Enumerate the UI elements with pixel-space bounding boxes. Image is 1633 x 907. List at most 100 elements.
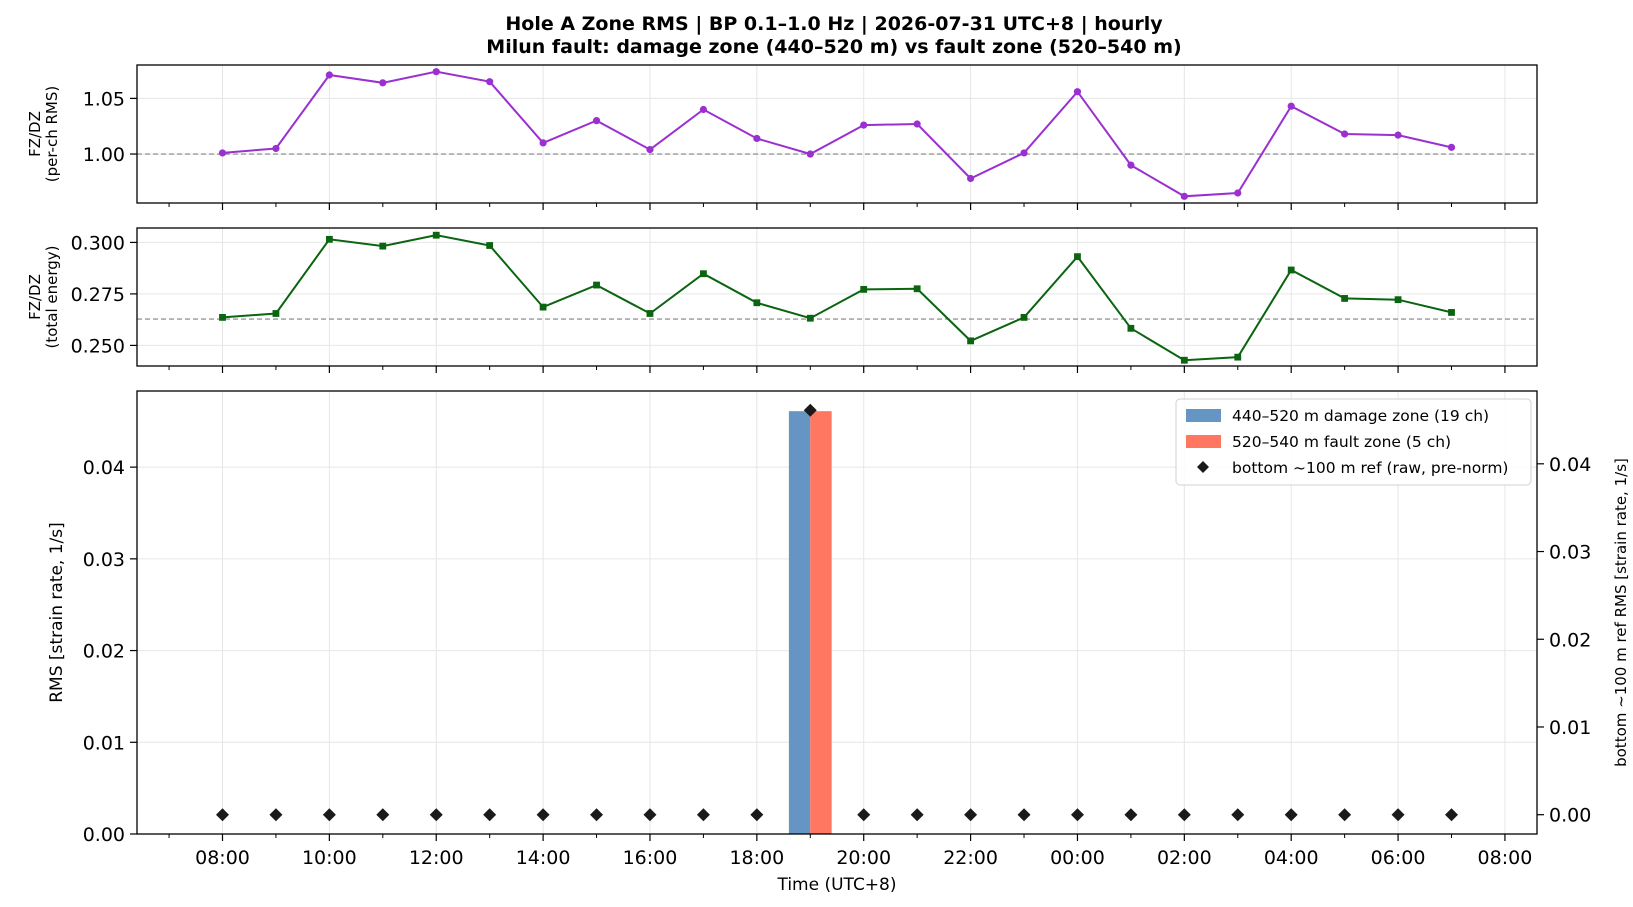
data-point: [806, 314, 814, 322]
y-axis-label: RMS [strain rate, 1/s]: [47, 522, 67, 703]
data-point: [539, 303, 547, 311]
data-point: [219, 313, 226, 321]
x-tick-label: 14:00: [516, 847, 571, 869]
ref-diamond-point: [1391, 808, 1405, 822]
data-point: [272, 310, 280, 317]
data-point: [1394, 131, 1402, 139]
data-point: [1234, 353, 1242, 361]
data-point: [379, 79, 387, 87]
ref-diamond-point: [1284, 808, 1298, 822]
y-tick-label: 0.03: [83, 549, 125, 571]
ref-diamond-point: [696, 808, 710, 822]
ratio-series-line: [222, 234, 1452, 362]
ref-diamond-point: [376, 808, 390, 822]
axes-frame: [136, 64, 1538, 204]
data-point: [1234, 189, 1242, 197]
x-tick-label: 02:00: [1157, 847, 1212, 869]
legend-entry-label: 520–540 m fault zone (5 ch): [1232, 433, 1451, 451]
y-tick-label: 0.300: [71, 232, 125, 254]
right-y-tick-label: 0.04: [1549, 454, 1591, 476]
ref-diamond-point: [215, 808, 229, 822]
data-point: [699, 105, 708, 114]
legend-marker: [1197, 461, 1209, 473]
data-point: [806, 150, 814, 158]
data-point: [432, 231, 440, 239]
right-y-tick-label: 0.01: [1549, 717, 1591, 739]
ref-diamond-point: [643, 808, 657, 822]
data-point: [913, 285, 921, 293]
x-tick-label: 06:00: [1371, 847, 1426, 869]
x-tick-label: 08:00: [195, 847, 250, 869]
bar: [810, 411, 832, 834]
ref-diamond-point: [750, 808, 764, 822]
data-point: [1394, 296, 1402, 304]
bar: [788, 411, 811, 834]
data-point: [1180, 192, 1188, 200]
data-point: [1127, 161, 1135, 169]
data-point: [1341, 295, 1349, 302]
x-tick-label: 12:00: [409, 847, 464, 869]
data-point: [860, 285, 868, 293]
ref-diamond-point: [429, 808, 443, 822]
data-point: [1073, 88, 1082, 96]
legend-swatch: [1186, 409, 1221, 422]
y-tick-label: 0.04: [83, 457, 125, 479]
data-point: [486, 78, 494, 86]
figure-title-line2: Milun fault: damage zone (440–520 m) vs …: [486, 36, 1181, 58]
y-tick-label: 1.05: [83, 88, 125, 110]
x-tick-label: 16:00: [623, 847, 678, 869]
y-tick-label: 0.02: [83, 641, 125, 663]
data-point: [646, 145, 654, 154]
data-point: [325, 235, 333, 243]
y-tick-label: 1.00: [83, 144, 125, 166]
data-point: [1287, 102, 1295, 110]
data-point: [1448, 309, 1455, 316]
y-axis-label: (per-ch RMS): [43, 86, 61, 182]
x-axis-label: Time (UTC+8): [776, 875, 896, 895]
data-point: [860, 121, 868, 129]
x-tick-label: 22:00: [943, 847, 998, 869]
y-tick-label: 0.250: [71, 335, 125, 357]
data-point: [700, 270, 707, 278]
ratio-series-line: [222, 70, 1452, 198]
ref-diamond-point: [803, 403, 817, 417]
data-point: [486, 242, 494, 249]
data-point: [272, 144, 280, 153]
data-point: [1180, 356, 1188, 364]
data-point: [218, 149, 227, 157]
right-y-tick-label: 0.03: [1549, 542, 1591, 564]
data-point: [593, 281, 600, 289]
ref-diamond-point: [590, 808, 604, 822]
data-point: [967, 337, 974, 345]
right-y-tick-label: 0.00: [1549, 805, 1591, 827]
x-tick-label: 20:00: [836, 847, 891, 869]
ref-diamond-point: [1070, 808, 1084, 822]
y-tick-label: 0.275: [71, 284, 125, 306]
zone-rms-panel: 08:00 10:00 12:00 14:00 16:00 18:00 20:00 22:00…: [47, 390, 1630, 895]
legend-entry-label: 440–520 m damage zone (19 ch): [1232, 407, 1489, 425]
data-point: [1074, 253, 1081, 261]
data-point: [592, 117, 601, 125]
y-axis-label: (total energy): [43, 245, 61, 348]
y-tick-label: 0.00: [83, 824, 125, 846]
ref-diamond-point: [1124, 808, 1138, 822]
data-point: [432, 68, 440, 76]
legend: 440–520 m damage zone (19 ch) 520–540 m f…: [1175, 398, 1532, 486]
data-point: [753, 299, 761, 307]
data-point: [1020, 313, 1028, 321]
data-point: [646, 310, 654, 317]
legend-entry-label: bottom ~100 m ref (raw, pre-norm): [1232, 459, 1508, 477]
data-point: [1127, 324, 1135, 332]
ref-diamond-point: [1338, 808, 1352, 822]
ref-diamond-point: [536, 808, 550, 822]
legend-swatch: [1186, 435, 1221, 448]
axes-frame: [136, 390, 1538, 835]
ref-diamond-point: [483, 808, 497, 822]
axes-frame: [136, 227, 1538, 367]
ref-diamond-point: [1231, 808, 1245, 822]
y-axis-label: FZ/DZ: [26, 111, 44, 157]
data-point: [325, 71, 333, 79]
data-point: [1020, 149, 1028, 157]
figure-title-line1: Hole A Zone RMS | BP 0.1–1.0 Hz | 2026-0…: [505, 13, 1163, 35]
